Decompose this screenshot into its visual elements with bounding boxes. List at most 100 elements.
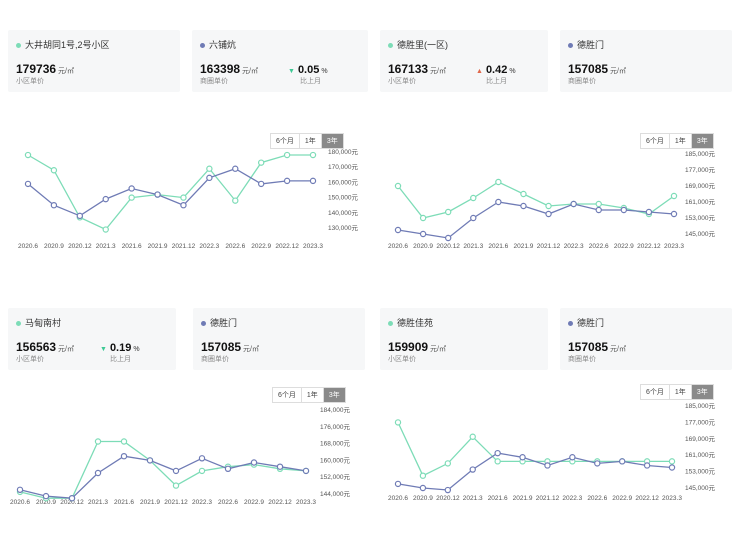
business-data-point: [146, 457, 154, 464]
period-selector: 6个月 1年 3年: [272, 387, 346, 403]
community-name: 德胜里(一区): [397, 40, 448, 50]
price-trend-chart-2: 185,000元 177,000元 169,000元 161,000元 153,000元…: [388, 150, 715, 250]
community-data-point: [180, 194, 187, 201]
business-name: 德胜门: [577, 40, 605, 50]
x-tick-label: 2022.12: [268, 499, 292, 506]
business-price-label: 商圈单价: [568, 78, 596, 85]
community-price: 156563: [16, 340, 57, 354]
period-3y-button[interactable]: 3年: [323, 388, 345, 402]
x-tick-label: 2020.12: [436, 495, 460, 502]
business-data-point: [128, 185, 135, 192]
community-dot-icon: [388, 43, 393, 49]
y-tick-label: 145,000元: [685, 230, 715, 238]
business-price-card: 德胜门 157085 元/㎡ 商圈单价: [193, 308, 365, 370]
period-6m-button[interactable]: 6个月: [641, 385, 670, 399]
period-1y-button[interactable]: 1年: [299, 134, 322, 148]
period-3y-button[interactable]: 3年: [321, 134, 343, 148]
community-price: 167133: [388, 62, 429, 76]
x-tick-label: 2022.3: [192, 499, 212, 506]
business-data-point: [76, 212, 84, 220]
x-tick-label: 2022.9: [614, 243, 634, 250]
business-price-card: 六铺炕 163398 元/㎡ 商圈单价 ▼ 0.05% 比上月: [192, 30, 368, 92]
community-price-label: 小区单价: [388, 356, 416, 363]
business-price-label: 商圈单价: [201, 356, 229, 363]
business-price: 157085: [568, 340, 609, 354]
y-tick-label: 140,000元: [328, 209, 358, 217]
community-data-point: [172, 482, 180, 489]
business-price-card: 德胜门 157085 元/㎡ 商圈单价: [560, 308, 732, 370]
community-data-point: [520, 190, 527, 198]
period-selector: 6个月 1年 3年: [270, 133, 344, 149]
x-tick-label: 2021.3: [463, 243, 483, 250]
period-3y-button[interactable]: 3年: [691, 385, 713, 399]
community-data-point: [206, 165, 213, 172]
community-price-card: 马甸南村 156563 元/㎡ 小区单价 ▼ 0.19% 比上月: [8, 308, 176, 370]
period-6m-button[interactable]: 6个月: [641, 134, 670, 148]
trend-panel-1: 大井胡同1号,2号小区 179736 元/㎡ 小区单价 六铺炕 163398 元/㎡…: [8, 30, 368, 262]
y-tick-label: 177,000元: [685, 166, 715, 174]
business-data-point: [620, 206, 628, 214]
x-tick-label: 2021.12: [164, 499, 188, 506]
business-data-point: [668, 464, 676, 471]
community-data-point: [394, 419, 402, 426]
x-tick-label: 2022.3: [564, 243, 584, 250]
period-1y-button[interactable]: 1年: [669, 385, 692, 399]
period-3y-button[interactable]: 3年: [691, 134, 713, 148]
business-data-point: [232, 165, 239, 172]
period-1y-button[interactable]: 1年: [301, 388, 324, 402]
period-1y-button[interactable]: 1年: [669, 134, 692, 148]
community-data-point: [470, 194, 477, 202]
business-data-point: [444, 234, 452, 242]
business-data-point: [309, 177, 317, 185]
y-tick-label: 153,000元: [685, 214, 715, 222]
price-unit: 元/㎡: [430, 68, 446, 75]
price-unit: 元/㎡: [58, 68, 74, 75]
period-6m-button[interactable]: 6个月: [273, 388, 302, 402]
community-data-point: [24, 151, 32, 159]
business-data-point: [645, 208, 653, 216]
business-data-point: [283, 177, 291, 185]
trend-panel-3: 马甸南村 156563 元/㎡ 小区单价 ▼ 0.19% 比上月 德胜门 15708…: [8, 308, 368, 540]
business-data-point: [519, 454, 526, 461]
community-price-label: 小区单价: [388, 78, 416, 85]
period-6m-button[interactable]: 6个月: [271, 134, 300, 148]
community-data-point: [94, 438, 102, 445]
business-data-point: [419, 230, 427, 238]
y-tick-label: 152,000元: [320, 473, 350, 481]
x-tick-label: 2020.9: [44, 243, 64, 250]
x-tick-label: 2020.9: [413, 243, 433, 250]
trend-panel-2: 德胜里(一区) 167133 元/㎡ 小区单价 ▲ 0.42% 比上月 德胜门 15…: [380, 30, 740, 262]
business-price-card: 德胜门 157085 元/㎡ 商圈单价: [560, 30, 732, 92]
x-tick-label: 2021.9: [514, 243, 534, 250]
business-data-point: [570, 200, 577, 208]
x-tick-label: 2021.12: [172, 243, 196, 250]
x-tick-label: 2022.6: [587, 495, 607, 502]
y-tick-label: 169,000元: [685, 182, 715, 190]
y-tick-label: 170,000元: [328, 163, 358, 171]
x-tick-label: 2022.12: [275, 243, 299, 250]
period-selector: 6个月 1年 3年: [640, 384, 714, 400]
business-data-point: [224, 465, 232, 473]
x-tick-label: 2021.3: [463, 495, 483, 502]
community-data-point: [232, 197, 239, 204]
business-data-point: [469, 466, 476, 473]
y-tick-label: 145,000元: [685, 484, 715, 492]
community-data-point: [198, 467, 206, 475]
community-dot-icon: [16, 43, 21, 49]
business-dot-icon: [568, 43, 573, 49]
business-data-point: [206, 174, 213, 182]
period-selector: 6个月 1年 3年: [640, 133, 714, 149]
business-data-point: [470, 214, 477, 222]
x-tick-label: 2020.12: [60, 499, 84, 506]
business-data-point: [618, 458, 626, 465]
x-tick-label: 2021.12: [537, 243, 561, 250]
business-data-point: [520, 202, 527, 210]
community-price-label: 小区单价: [16, 356, 44, 363]
community-price-card: 德胜佳苑 159909 元/㎡ 小区单价: [380, 308, 548, 370]
community-name: 马甸南村: [25, 318, 62, 328]
month-change-label: 比上月: [300, 78, 321, 85]
x-tick-label: 2023.3: [296, 499, 316, 506]
business-price-label: 商圈单价: [568, 356, 596, 363]
x-tick-label: 2021.6: [122, 243, 142, 250]
month-change-label: 比上月: [110, 356, 131, 363]
